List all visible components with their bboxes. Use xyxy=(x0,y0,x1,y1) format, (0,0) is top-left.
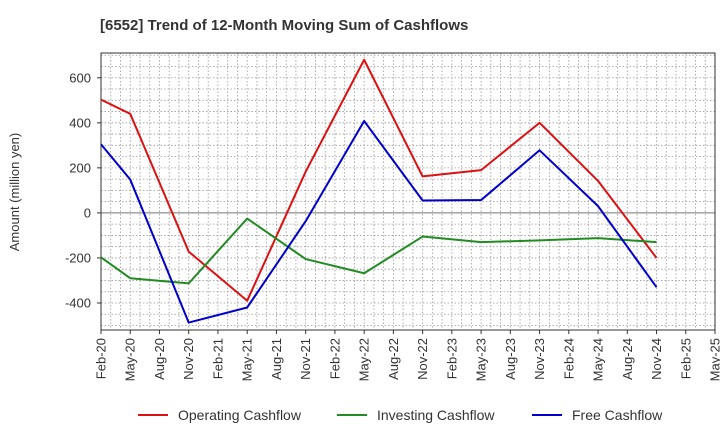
x-tick-label: Nov-23 xyxy=(532,338,547,380)
x-tick-label: Nov-20 xyxy=(181,338,196,380)
x-tick-label: May-21 xyxy=(240,338,255,381)
y-tick-label: -400 xyxy=(65,295,91,310)
x-tick-label: Feb-24 xyxy=(561,338,576,379)
y-tick-label: 0 xyxy=(84,205,91,220)
y-tick-label: -200 xyxy=(65,250,91,265)
x-tick-label: May-22 xyxy=(357,338,372,381)
x-tick-label: Nov-24 xyxy=(649,338,664,380)
y-tick-label: 600 xyxy=(69,70,91,85)
legend: Operating Cashflow Investing Cashflow Free… xyxy=(138,407,663,423)
x-tick-label: Feb-20 xyxy=(94,338,109,379)
x-tick-label: Feb-22 xyxy=(327,338,342,379)
y-axis-label: Amount (million yen) xyxy=(7,133,22,252)
x-tick-label: Feb-21 xyxy=(210,338,225,379)
x-tick-label: May-23 xyxy=(474,338,489,381)
plot-background xyxy=(101,53,715,330)
y-tick-label: 200 xyxy=(69,160,91,175)
x-tick-label: Nov-21 xyxy=(298,338,313,380)
legend-label: Operating Cashflow xyxy=(178,407,302,423)
x-tick-label: May-25 xyxy=(708,338,720,381)
x-tick-label: May-24 xyxy=(591,338,606,381)
x-tick-label: Aug-22 xyxy=(386,338,401,380)
x-tick-label: Feb-23 xyxy=(444,338,459,379)
x-tick-label: Nov-22 xyxy=(415,338,430,380)
legend-label: Free Cashflow xyxy=(572,407,663,423)
x-tick-label: Aug-23 xyxy=(503,338,518,380)
x-tick-label: Aug-24 xyxy=(620,338,635,380)
y-tick-label: 400 xyxy=(69,115,91,130)
plot-area: -400 -200 0 200 400 600 Feb-20 May-20 Aug-20 Nov-… xyxy=(65,53,720,381)
chart-title: [6552] Trend of 12-Month Moving Sum of C… xyxy=(100,17,468,34)
x-tick-label: May-20 xyxy=(123,338,138,381)
x-tick-label: Feb-25 xyxy=(678,338,693,379)
x-tick-label: Aug-20 xyxy=(152,338,167,380)
x-tick-label: Aug-21 xyxy=(269,338,284,380)
legend-label: Investing Cashflow xyxy=(377,407,495,423)
